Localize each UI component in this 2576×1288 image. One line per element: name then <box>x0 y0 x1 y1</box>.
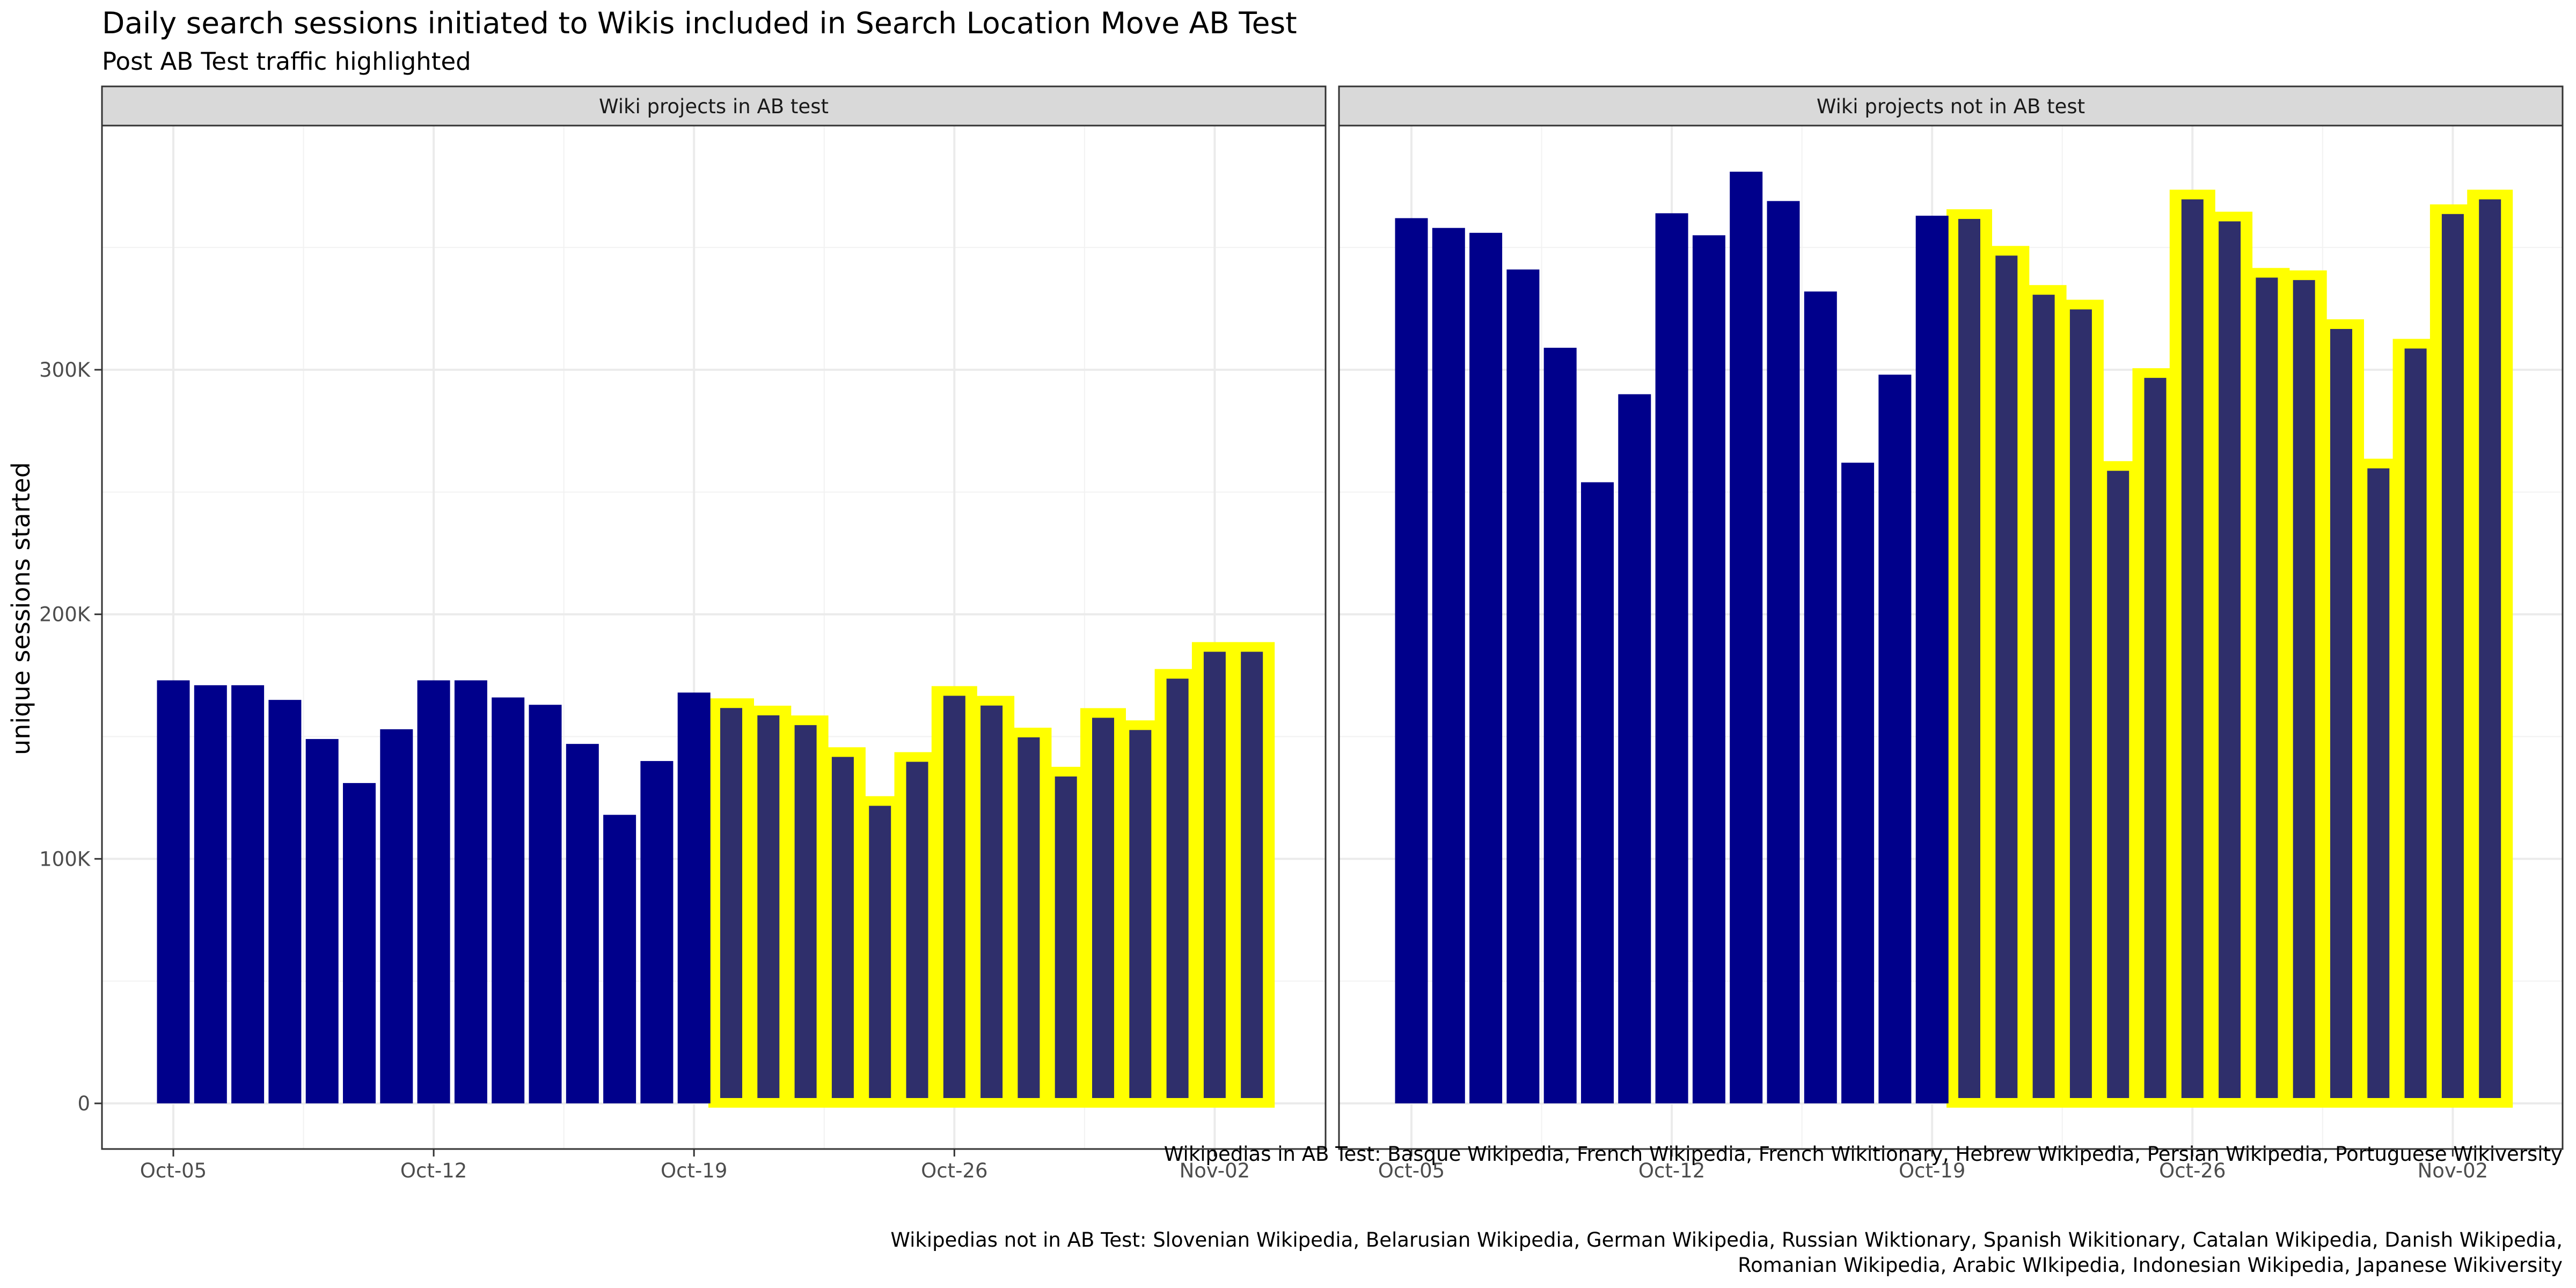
bar-highlighted <box>2181 199 2204 1098</box>
caption-not-in-test-line1: Wikipedias not in AB Test: Slovenian Wik… <box>890 1228 2563 1252</box>
bar-highlighted <box>1129 730 1152 1098</box>
bar <box>1618 394 1651 1103</box>
chart-title: Daily search sessions initiated to Wikis… <box>102 6 1297 40</box>
bar <box>677 692 711 1103</box>
x-tick-label: Oct-05 <box>140 1159 207 1182</box>
bar <box>1581 482 1614 1103</box>
x-tick-label: Nov-02 <box>2418 1159 2489 1182</box>
bar <box>417 680 450 1103</box>
bar-highlighted <box>1166 678 1189 1098</box>
bar <box>492 697 525 1103</box>
bar-highlighted <box>794 725 817 1098</box>
strip-background <box>1338 85 2564 127</box>
caption-in-test: Wikipedias in AB Test: Basque Wikipedia,… <box>1164 1143 2563 1166</box>
bar-highlighted <box>831 757 854 1098</box>
y-tick-label: 100K <box>39 847 91 870</box>
bar-highlighted <box>1995 255 2018 1098</box>
bar-highlighted <box>1241 652 1263 1098</box>
bar-highlighted <box>2479 199 2501 1098</box>
x-tick-label: Oct-26 <box>2159 1159 2226 1182</box>
bar <box>529 705 562 1103</box>
strip-background <box>101 85 1327 127</box>
x-tick-label: Oct-05 <box>1378 1159 1445 1182</box>
bar <box>268 700 302 1103</box>
bar <box>231 685 265 1103</box>
bar <box>194 685 227 1103</box>
bar <box>1915 215 1949 1104</box>
x-tick-label: Oct-19 <box>661 1159 727 1182</box>
y-tick-label: 300K <box>39 358 91 382</box>
bar-highlighted <box>2404 348 2427 1098</box>
bar <box>305 739 339 1103</box>
bar-highlighted <box>943 696 965 1098</box>
bar <box>454 680 487 1103</box>
bar <box>1841 463 1875 1103</box>
bar <box>343 783 376 1103</box>
x-tick-label: Oct-19 <box>1899 1159 1965 1182</box>
strip-label: Wiki projects in AB test <box>599 95 829 118</box>
bar <box>1878 375 1912 1104</box>
bar-highlighted <box>869 806 891 1098</box>
bar <box>1804 291 1837 1103</box>
bar <box>1395 218 1428 1103</box>
bar-highlighted <box>2330 328 2352 1098</box>
bar-highlighted <box>980 705 1003 1098</box>
bar <box>1469 232 1503 1103</box>
bar-highlighted <box>1203 652 1226 1098</box>
bar-highlighted <box>906 762 928 1098</box>
bar <box>380 729 413 1103</box>
chart-subtitle: Post AB Test traffic highlighted <box>102 47 471 76</box>
bar <box>1506 269 1540 1104</box>
x-tick-label: Oct-12 <box>400 1159 467 1182</box>
bar-highlighted <box>757 715 780 1098</box>
bar-highlighted <box>2256 277 2278 1098</box>
bar <box>603 815 636 1103</box>
bar <box>157 680 190 1103</box>
bar <box>566 744 599 1103</box>
y-tick-label: 200K <box>39 603 91 626</box>
bar-highlighted <box>2069 309 2092 1099</box>
bar <box>640 761 674 1103</box>
strip-label: Wiki projects not in AB test <box>1817 95 2085 118</box>
bar-highlighted <box>2107 471 2129 1099</box>
bar-highlighted <box>1092 718 1114 1098</box>
bar-highlighted <box>1055 776 1077 1098</box>
bar <box>1692 235 1725 1104</box>
caption-not-in-test-line2: Romanian Wikipedia, Arabic WIkipedia, In… <box>1738 1254 2563 1277</box>
bar-highlighted <box>2032 295 2055 1098</box>
bar-highlighted <box>2441 214 2464 1099</box>
y-tick-label: 0 <box>77 1092 90 1115</box>
bar <box>1730 171 1763 1103</box>
bar <box>1655 213 1688 1104</box>
bar-highlighted <box>1018 737 1040 1098</box>
bar-highlighted <box>2293 280 2315 1098</box>
x-tick-label: Oct-26 <box>921 1159 987 1182</box>
bar <box>1543 347 1577 1103</box>
x-tick-label: Oct-12 <box>1638 1159 1705 1182</box>
x-tick-label: Nov-02 <box>1180 1159 1250 1182</box>
bar-highlighted <box>1958 218 1980 1099</box>
bar-highlighted <box>2144 378 2167 1099</box>
y-axis-label: unique sessions started <box>6 462 35 755</box>
bar <box>1432 228 1465 1103</box>
bar-highlighted <box>2219 221 2241 1098</box>
panel-2: Wiki projects not in AB test Oct-05 Oct-12… <box>1338 85 2564 1182</box>
bar-highlighted <box>2367 468 2390 1099</box>
panel-1: Wiki projects in AB test Oct-05 Oct-12 Oct-… <box>39 85 1327 1182</box>
bar <box>1767 201 1800 1104</box>
bar-highlighted <box>720 708 742 1098</box>
chart-panels: Wiki projects in AB test Oct-05 Oct-12 Oct-… <box>39 85 2564 1182</box>
